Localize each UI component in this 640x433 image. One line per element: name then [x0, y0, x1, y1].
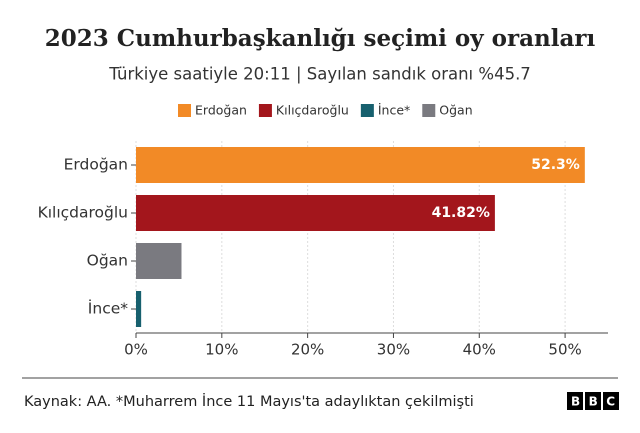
x-tick-label: 40% [463, 341, 496, 359]
legend-swatch [178, 104, 191, 117]
chart-subtitle: Türkiye saatiyle 20:11 | Sayılan sandık … [108, 65, 531, 84]
chart-title: 2023 Cumhurbaşkanlığı seçimi oy oranları [45, 25, 596, 52]
legend-label: Oğan [439, 103, 472, 118]
x-tick-label: 0% [124, 341, 148, 359]
logo-box [603, 392, 619, 410]
y-tick-label: Kılıçdaroğlu [38, 204, 128, 222]
x-tick-label: 20% [291, 341, 324, 359]
y-tick-label: İnce* [88, 299, 128, 318]
x-tick-label: 30% [377, 341, 410, 359]
x-tick-label: 50% [548, 341, 581, 359]
bar [136, 291, 142, 327]
logo: BBC [571, 395, 624, 409]
logo-box [567, 392, 583, 410]
value-label: 52.3% [531, 157, 580, 173]
y-tick-label: Erdoğan [64, 156, 128, 174]
value-label: 41.82% [432, 205, 490, 221]
legend-label: İnce* [378, 103, 410, 118]
bar [136, 243, 182, 279]
logo-box [585, 392, 601, 410]
bar [136, 195, 495, 231]
legend-swatch [422, 104, 436, 117]
x-tick-label: 10% [205, 341, 238, 359]
source-note: Kaynak: AA. *Muharrem İnce 11 Mayıs'ta a… [24, 392, 474, 410]
legend-swatch [258, 104, 272, 117]
bar [136, 147, 585, 183]
y-tick-label: Oğan [87, 252, 128, 270]
legend-label: Kılıçdaroğlu [276, 103, 349, 118]
legend-label: Erdoğan [195, 103, 247, 118]
legend-swatch [360, 104, 374, 117]
